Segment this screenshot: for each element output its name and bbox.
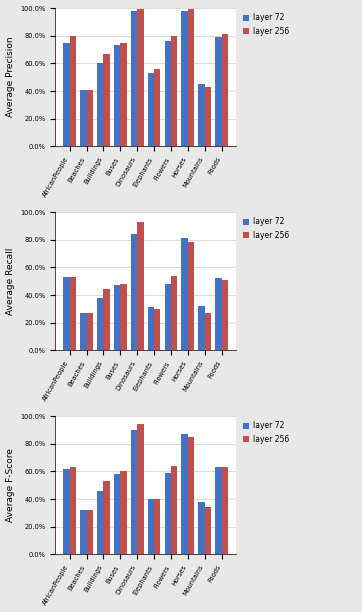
Bar	[222, 280, 228, 350]
Bar	[222, 467, 228, 554]
Bar	[131, 430, 137, 554]
Bar	[63, 469, 70, 554]
Bar	[215, 467, 222, 554]
Bar	[70, 467, 76, 554]
Bar	[97, 491, 104, 554]
Bar	[154, 499, 160, 554]
Bar	[80, 89, 87, 146]
Bar	[120, 43, 127, 146]
Bar	[171, 275, 177, 350]
Bar	[63, 277, 70, 350]
Bar	[181, 238, 188, 350]
Bar	[171, 466, 177, 554]
Bar	[104, 54, 110, 146]
Bar	[63, 43, 70, 146]
Bar	[198, 306, 205, 350]
Bar	[131, 234, 137, 350]
Bar	[87, 510, 93, 554]
Y-axis label: Average F-Score: Average F-Score	[5, 448, 14, 522]
Bar	[114, 285, 120, 350]
Bar	[120, 284, 127, 350]
Bar	[154, 69, 160, 146]
Bar	[70, 277, 76, 350]
Bar	[198, 84, 205, 146]
Bar	[154, 309, 160, 350]
Bar	[215, 278, 222, 350]
Legend: layer 72, layer 256: layer 72, layer 256	[242, 12, 290, 37]
Bar	[188, 242, 194, 350]
Bar	[104, 289, 110, 350]
Bar	[80, 510, 87, 554]
Y-axis label: Average Recall: Average Recall	[5, 247, 14, 315]
Bar	[148, 73, 154, 146]
Bar	[181, 434, 188, 554]
Bar	[87, 89, 93, 146]
Bar	[104, 481, 110, 554]
Bar	[137, 424, 144, 554]
Bar	[97, 298, 104, 350]
Bar	[70, 35, 76, 146]
Bar	[80, 313, 87, 350]
Bar	[198, 502, 205, 554]
Y-axis label: Average Precision: Average Precision	[5, 37, 14, 118]
Bar	[120, 471, 127, 554]
Bar	[205, 87, 211, 146]
Bar	[171, 35, 177, 146]
Bar	[222, 34, 228, 146]
Bar	[114, 474, 120, 554]
Legend: layer 72, layer 256: layer 72, layer 256	[242, 420, 290, 446]
Bar	[164, 41, 171, 146]
Bar	[164, 472, 171, 554]
Bar	[148, 307, 154, 350]
Bar	[188, 9, 194, 146]
Bar	[87, 313, 93, 350]
Bar	[188, 437, 194, 554]
Bar	[97, 64, 104, 146]
Bar	[164, 284, 171, 350]
Bar	[114, 45, 120, 146]
Bar	[137, 222, 144, 350]
Bar	[148, 499, 154, 554]
Legend: layer 72, layer 256: layer 72, layer 256	[242, 216, 290, 242]
Bar	[131, 11, 137, 146]
Bar	[215, 37, 222, 146]
Bar	[137, 9, 144, 146]
Bar	[181, 11, 188, 146]
Bar	[205, 507, 211, 554]
Bar	[205, 313, 211, 350]
